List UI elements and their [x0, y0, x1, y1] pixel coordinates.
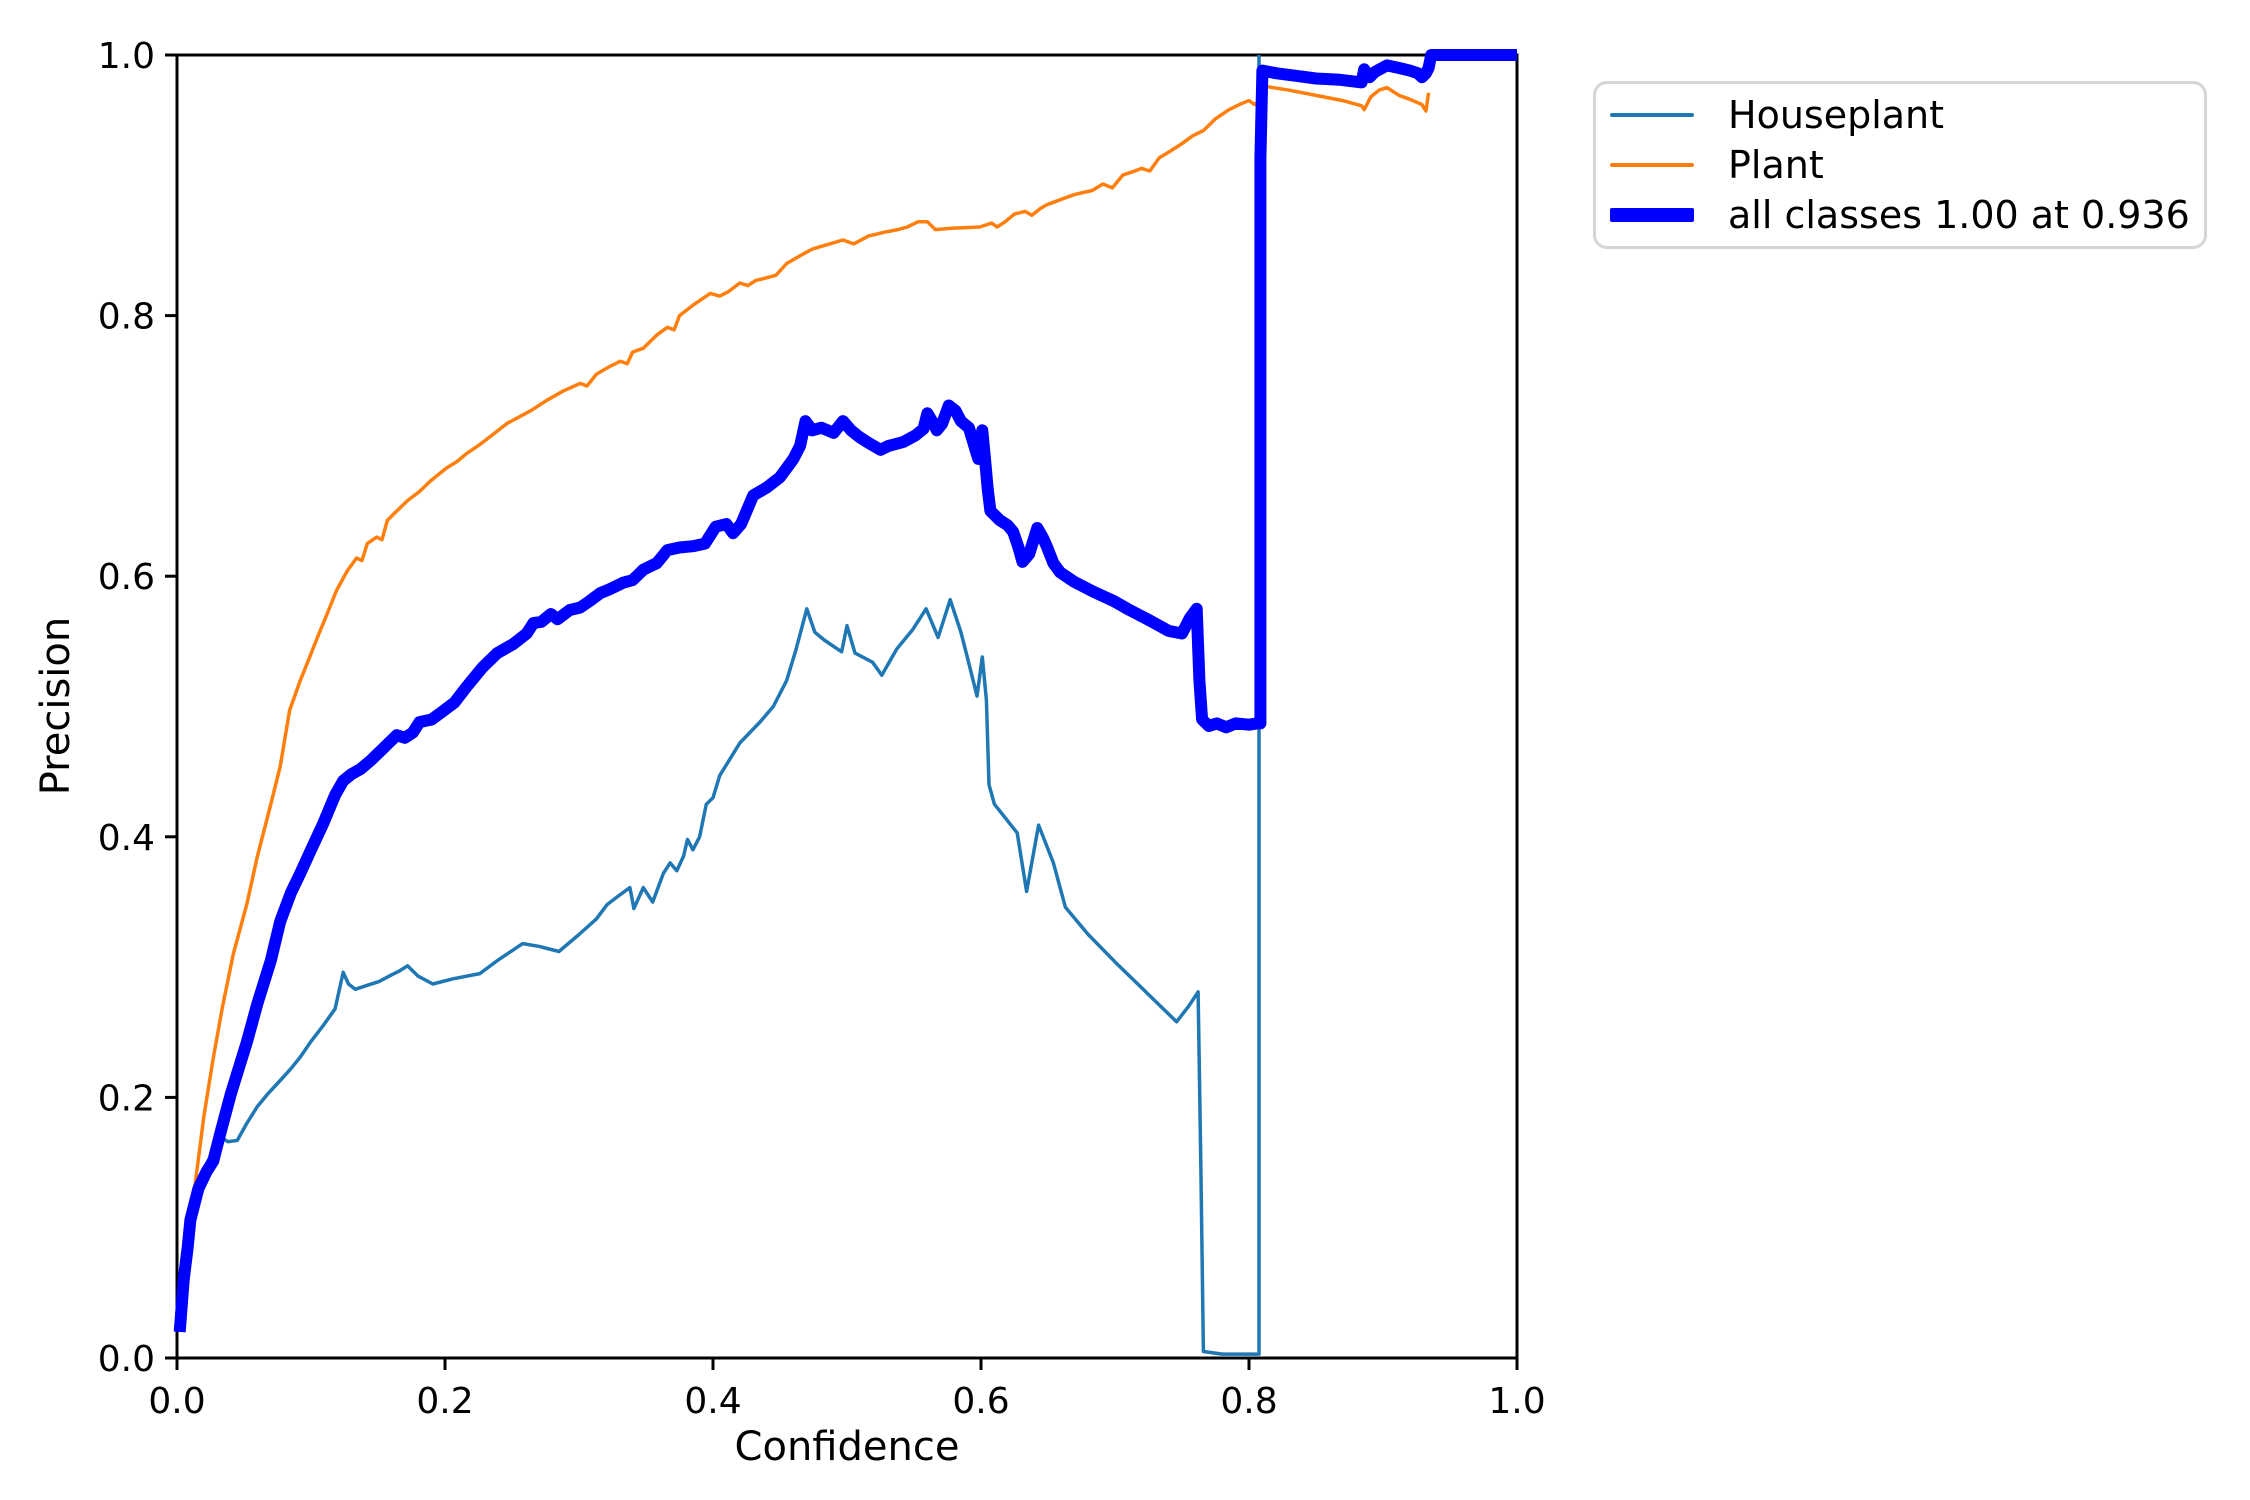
curve-houseplant [177, 55, 1261, 1356]
x-tick-label: 0.8 [1220, 1381, 1277, 1422]
houseplant-line-swatch [1610, 113, 1694, 117]
y-tick-label: 0.2 [98, 1078, 155, 1119]
legend-label-all-classes: all classes 1.00 at 0.936 [1728, 193, 2190, 237]
x-axis-label: Confidence [734, 1424, 960, 1470]
curve-all-classes [173, 49, 1517, 1333]
legend-label-houseplant: Houseplant [1728, 93, 1945, 137]
x-tick-label: 0.0 [148, 1381, 205, 1422]
x-tick-label: 1.0 [1488, 1381, 1545, 1422]
y-tick-label: 0.0 [98, 1339, 155, 1380]
axes-spines [175, 53, 1519, 1360]
curve-plant [177, 84, 1431, 1333]
y-tick-label: 0.8 [98, 297, 155, 338]
legend-label-plant: Plant [1728, 143, 1824, 187]
legend-item-plant: Plant [1610, 140, 2194, 190]
y-tick-label: 0.6 [98, 557, 155, 598]
plant-line-swatch [1610, 163, 1694, 167]
x-tick-label: 0.4 [684, 1381, 741, 1422]
legend-box: Houseplant Plant all classes 1.00 at 0.9… [1593, 81, 2207, 249]
x-tick-label: 0.2 [416, 1381, 473, 1422]
x-tick-label: 0.6 [952, 1381, 1009, 1422]
y-tick-label: 1.0 [98, 36, 155, 77]
all-classes-line-swatch [1610, 208, 1694, 222]
y-axis-label: Precision [33, 616, 79, 796]
legend-item-houseplant: Houseplant [1610, 90, 2194, 140]
y-tick-label: 0.4 [98, 818, 155, 859]
legend-item-all-classes: all classes 1.00 at 0.936 [1610, 190, 2194, 240]
